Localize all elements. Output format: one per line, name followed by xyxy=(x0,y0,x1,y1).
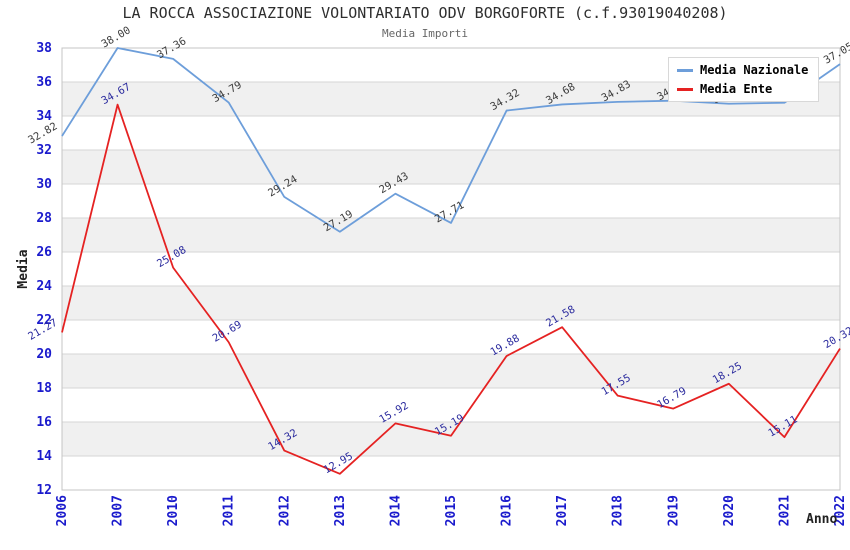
y-axis-title: Media xyxy=(16,249,31,288)
x-tick-label: 2016 xyxy=(500,495,515,526)
band xyxy=(62,252,840,286)
band xyxy=(62,116,840,150)
x-tick-label: 2021 xyxy=(777,495,792,526)
y-tick-label: 36 xyxy=(36,75,52,90)
y-tick-label: 30 xyxy=(36,177,52,192)
point-label: 38.00 xyxy=(99,24,132,50)
x-axis-ticks: 2006 2007 2010 2011 2012 2013 2014 2015 2016 2017… xyxy=(55,495,848,526)
y-tick-label: 18 xyxy=(36,381,52,396)
series-line-media-nazionale xyxy=(61,47,841,233)
x-tick-label: 2012 xyxy=(277,495,292,526)
legend-label: Media Ente xyxy=(700,82,773,96)
x-tick-label: 2007 xyxy=(111,495,126,526)
band xyxy=(62,286,840,320)
y-tick-label: 24 xyxy=(36,279,52,294)
legend-item-media-nazionale: Media Nazionale xyxy=(677,63,808,77)
band xyxy=(62,422,840,456)
y-tick-label: 26 xyxy=(36,245,52,260)
y-tick-label: 32 xyxy=(36,143,52,158)
y-tick-label: 12 xyxy=(36,483,52,498)
chart-subtitle: Media Importi xyxy=(381,27,469,40)
x-tick-label: 2019 xyxy=(666,495,681,526)
chart-title: LA ROCCA ASSOCIAZIONE VOLONTARIATO ODV B… xyxy=(122,4,728,22)
legend-swatch-media-ente xyxy=(677,87,693,91)
x-tick-label: 2011 xyxy=(222,495,237,526)
legend-label: Media Nazionale xyxy=(700,63,809,77)
x-tick-label: 2006 xyxy=(55,495,70,526)
band xyxy=(62,354,840,388)
band xyxy=(62,320,840,354)
y-tick-label: 16 xyxy=(36,415,52,430)
y-tick-label: 38 xyxy=(36,41,52,56)
x-tick-label: 2015 xyxy=(444,495,459,526)
x-tick-label: 2014 xyxy=(388,495,403,526)
band xyxy=(62,456,840,490)
band xyxy=(62,388,840,422)
band xyxy=(62,184,840,218)
x-tick-label: 2020 xyxy=(722,495,737,526)
x-tick-label: 2017 xyxy=(555,495,570,526)
y-tick-label: 22 xyxy=(36,313,52,328)
series-line-media-ente xyxy=(61,103,841,475)
y-tick-label: 20 xyxy=(36,347,52,362)
legend-item-media-ente: Media Ente xyxy=(677,82,808,96)
legend-swatch-media-nazionale xyxy=(677,68,693,72)
y-tick-label: 34 xyxy=(36,109,52,124)
x-axis-title: Anno xyxy=(806,512,837,527)
x-tick-label: 2010 xyxy=(166,495,181,526)
legend: Media Nazionale Media Ente xyxy=(668,57,820,102)
y-axis-ticks: 38 36 34 32 30 28 26 24 22 20 18 16 14 12 xyxy=(36,41,52,498)
y-tick-label: 14 xyxy=(36,449,52,464)
band xyxy=(62,150,840,184)
x-tick-label: 2013 xyxy=(333,495,348,526)
y-tick-label: 28 xyxy=(36,211,52,226)
plot-border xyxy=(61,47,841,491)
x-tick-label: 2018 xyxy=(611,495,626,526)
x-tick-label: 2022 xyxy=(833,495,848,526)
